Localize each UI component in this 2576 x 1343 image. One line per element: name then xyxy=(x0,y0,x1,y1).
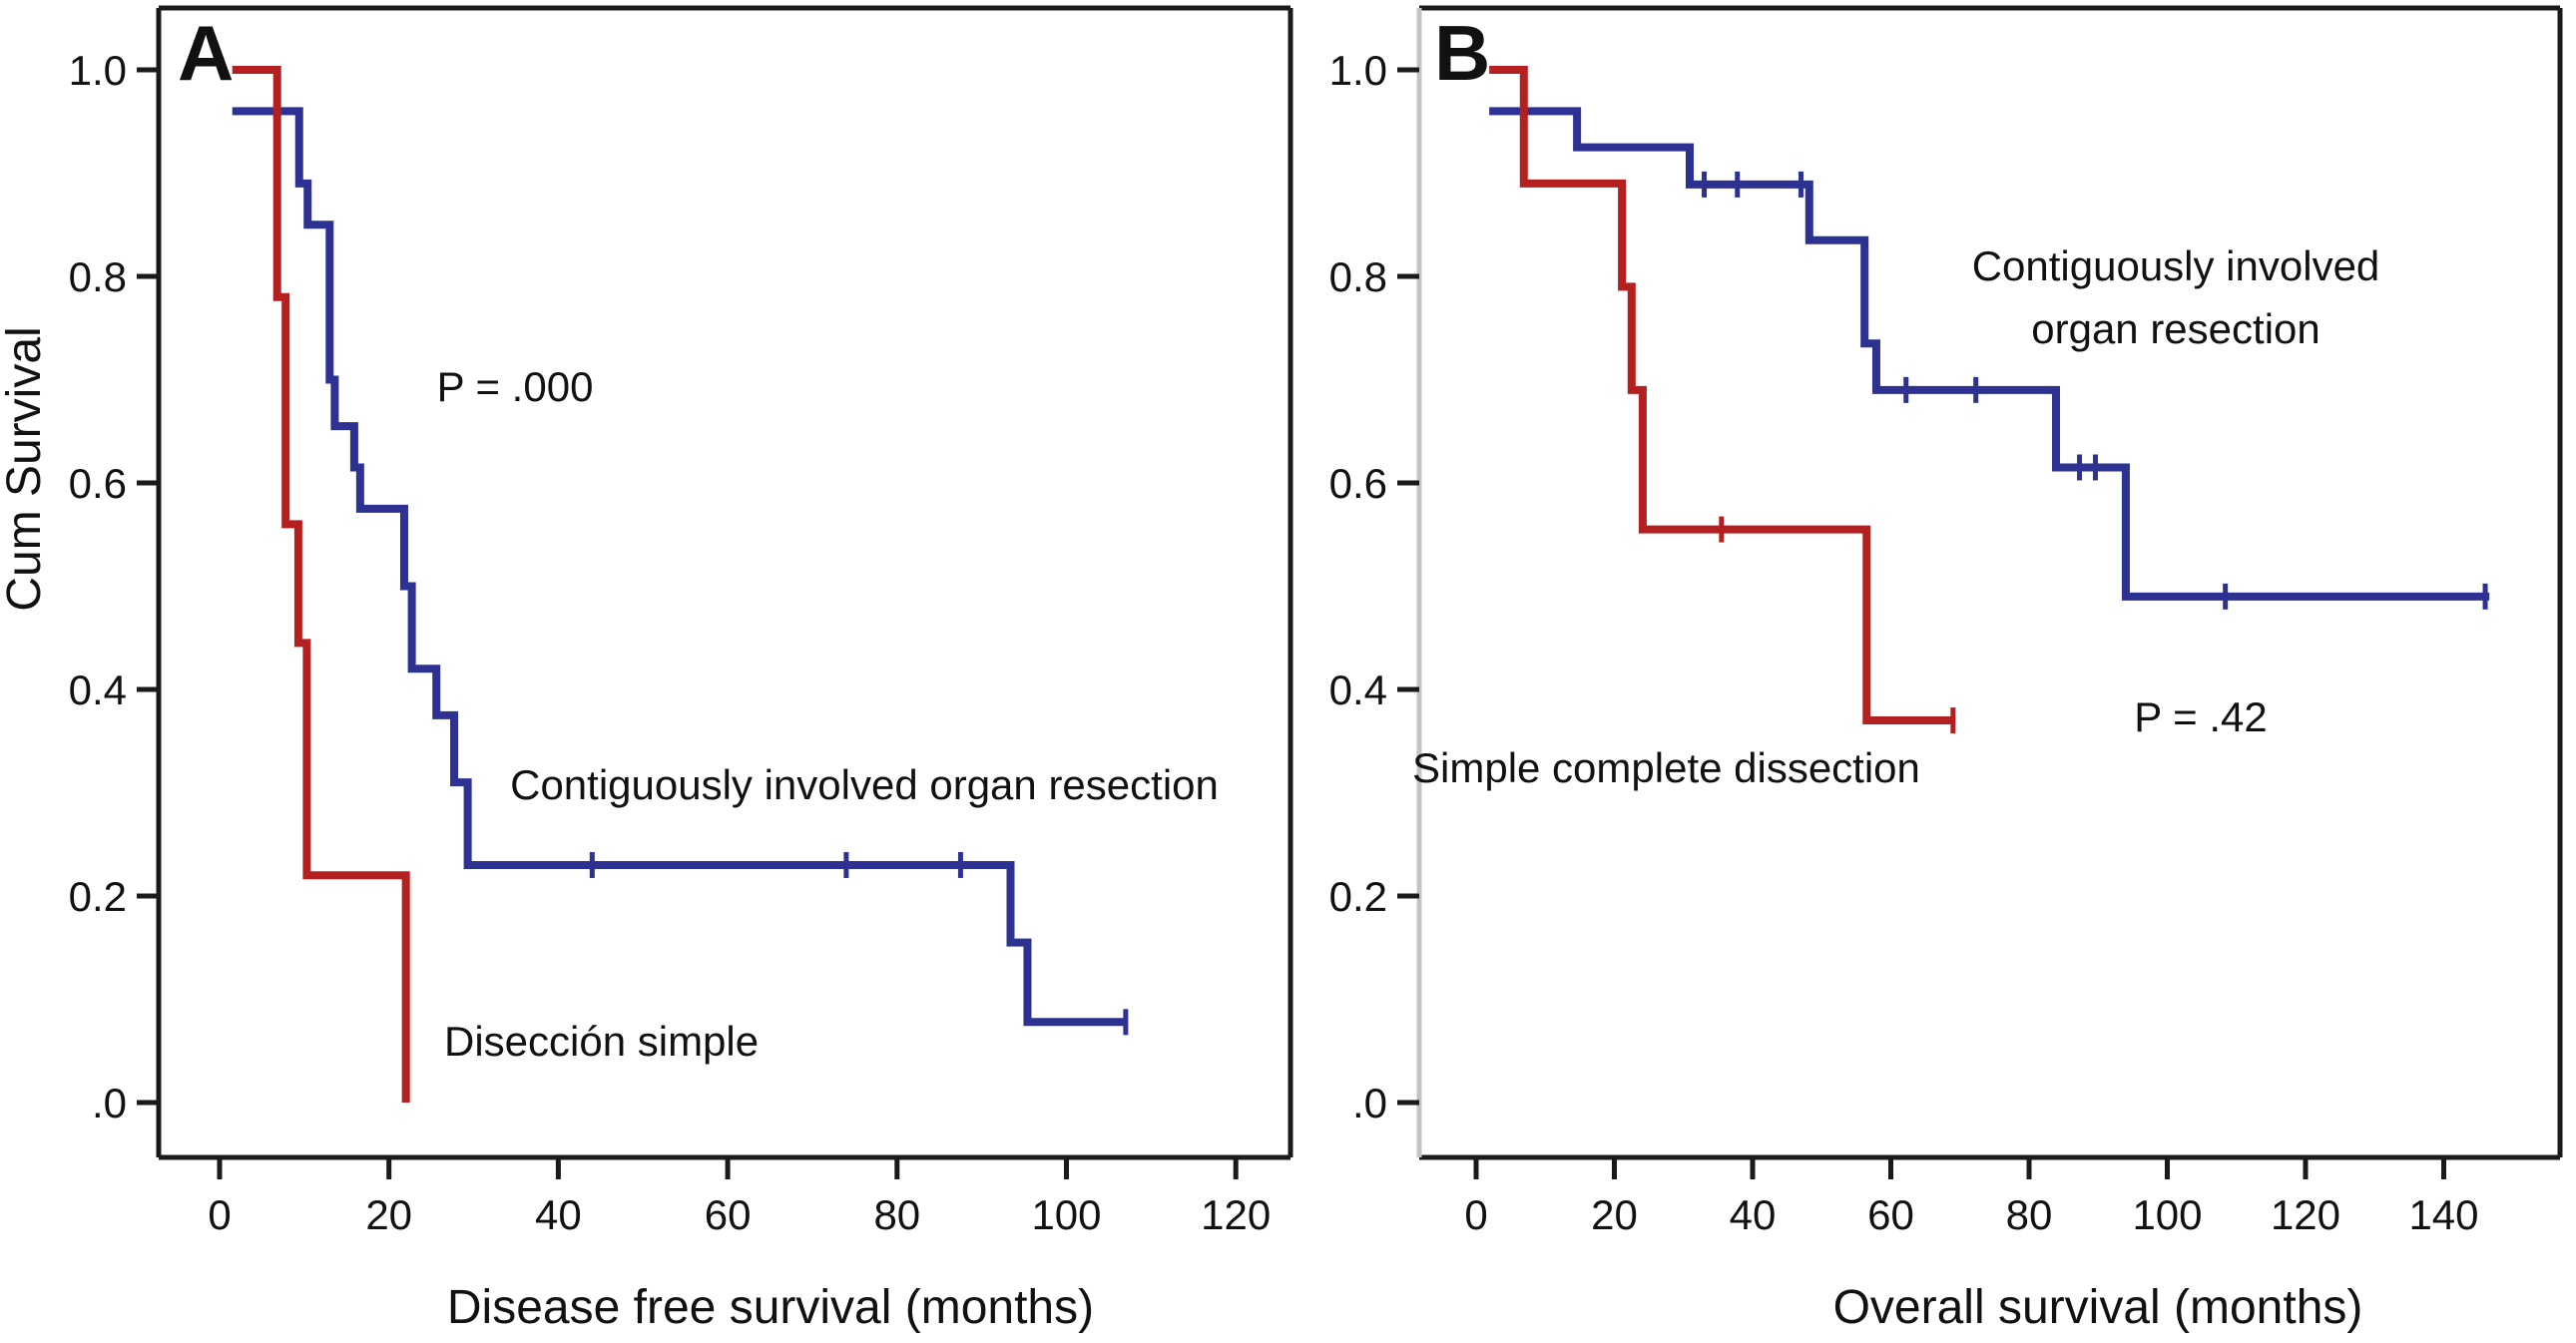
x-axis-tick-label: 60 xyxy=(1867,1191,1914,1238)
km-curve xyxy=(232,107,1126,1027)
km-curve xyxy=(1489,107,2490,601)
p-value-annotation: P = .42 xyxy=(2134,693,2268,740)
y-axis-tick-label: 0.8 xyxy=(69,253,127,300)
km-series-resection xyxy=(1489,107,2490,610)
y-axis-tick-label: .0 xyxy=(1352,1080,1387,1126)
y-axis-tick-label: 0.4 xyxy=(1329,667,1387,713)
y-axis-tick-label: 0.6 xyxy=(1329,460,1387,507)
x-axis-tick-label: 0 xyxy=(1464,1191,1487,1238)
km-series-dissection xyxy=(232,66,410,1103)
panel-b: 0 20 40 60 80 100 120 140 1.0 0.8 0.6 0.4 0.2 .0 Overa… xyxy=(1329,5,2563,1334)
x-axis-title: Disease free survival (months) xyxy=(447,1281,1094,1334)
x-axis-tick-label: 120 xyxy=(1201,1191,1271,1238)
y-axis-tick-label: 0.8 xyxy=(1329,253,1387,300)
panel-letter: B xyxy=(1434,9,1490,97)
km-series-resection xyxy=(232,107,1129,1036)
y-axis-tick-label: 0.6 xyxy=(69,460,127,507)
curve-label: Simple complete dissection xyxy=(1412,744,1920,791)
panel-letter: A xyxy=(178,9,234,97)
curve-label: Contiguously involved organ resection xyxy=(510,761,1219,808)
x-axis-tick-label: 80 xyxy=(873,1191,920,1238)
x-axis-tick-label: 140 xyxy=(2408,1191,2478,1238)
x-axis-tick-label: 40 xyxy=(1730,1191,1777,1238)
y-axis-tick-label: 0.4 xyxy=(69,667,127,713)
km-series-dissection xyxy=(1489,66,1956,734)
curve-label: organ resection xyxy=(2031,305,2320,352)
km-curve xyxy=(232,66,410,1103)
km-curve xyxy=(1489,66,1953,725)
x-axis-tick-label: 60 xyxy=(705,1191,752,1238)
p-value-annotation: P = .000 xyxy=(437,363,594,410)
y-axis-tick-label: .0 xyxy=(92,1080,127,1126)
y-axis-tick-label: 0.2 xyxy=(69,873,127,920)
x-axis-tick-label: 20 xyxy=(365,1191,412,1238)
x-axis-tick-label: 0 xyxy=(208,1191,231,1238)
y-axis-tick-label: 1.0 xyxy=(69,47,127,94)
x-axis-tick-label: 80 xyxy=(2006,1191,2053,1238)
y-axis-title: Cum Survival xyxy=(0,326,51,611)
x-axis-tick-label: 100 xyxy=(2132,1191,2202,1238)
x-axis-tick-label: 100 xyxy=(1031,1191,1101,1238)
y-axis-tick-label: 0.2 xyxy=(1329,873,1387,920)
x-axis-tick-label: 40 xyxy=(535,1191,582,1238)
x-axis-tick-label: 20 xyxy=(1591,1191,1638,1238)
panel-a: 0 20 40 60 80 100 120 1.0 0.8 0.6 0.4 0.2 .0 Disease … xyxy=(0,5,1293,1334)
curve-label: Contiguously involved xyxy=(1972,242,2380,289)
curve-label: Disección simple xyxy=(444,1018,759,1065)
y-axis-tick-label: 1.0 xyxy=(1329,47,1387,94)
x-axis-tick-label: 120 xyxy=(2271,1191,2340,1238)
x-axis-title: Overall survival (months) xyxy=(1833,1281,2363,1334)
